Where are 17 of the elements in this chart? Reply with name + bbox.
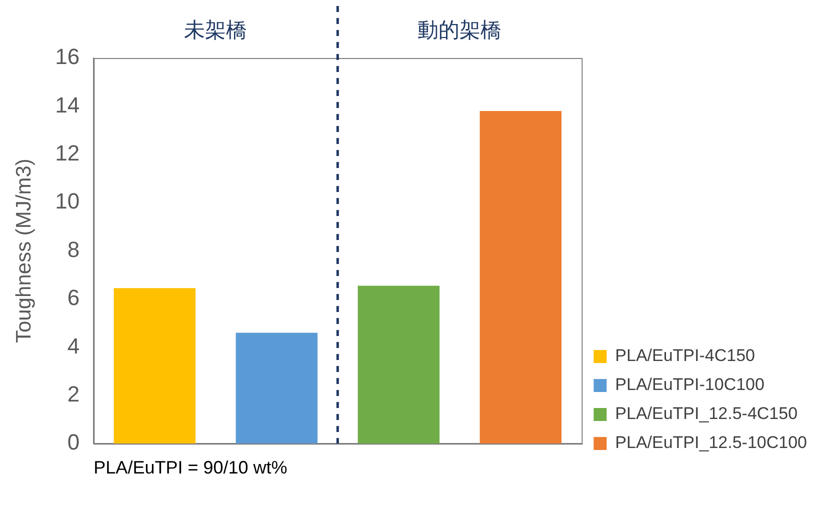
text: 未架橋 xyxy=(184,18,248,42)
text: PLA/EuTPI = 90/10 wt% xyxy=(94,458,288,478)
y-axis-title: Toughness (MJ/m3) xyxy=(12,158,36,344)
y-tick-label: 16 xyxy=(55,44,80,70)
text: 動的架橋 xyxy=(418,18,502,42)
y-tick-label: 6 xyxy=(67,285,80,310)
y-tick-label: 2 xyxy=(67,381,80,406)
y-tick-label: 8 xyxy=(67,236,80,262)
legend-label: PLA/EuTPI_12.5-10C100 xyxy=(615,433,808,452)
legend-label: PLA/EuTPI-10C100 xyxy=(615,375,764,394)
legend-label: PLA/EuTPI_12.5-4C150 xyxy=(615,404,798,424)
y-tick-label: 10 xyxy=(55,188,80,214)
y-tick-label: 14 xyxy=(55,92,80,118)
y-tick-label: 4 xyxy=(67,333,80,358)
legend-label: PLA/EuTPI-4C150 xyxy=(615,346,756,366)
y-tick-label: 0 xyxy=(67,430,80,455)
y-tick-label: 12 xyxy=(55,140,80,166)
